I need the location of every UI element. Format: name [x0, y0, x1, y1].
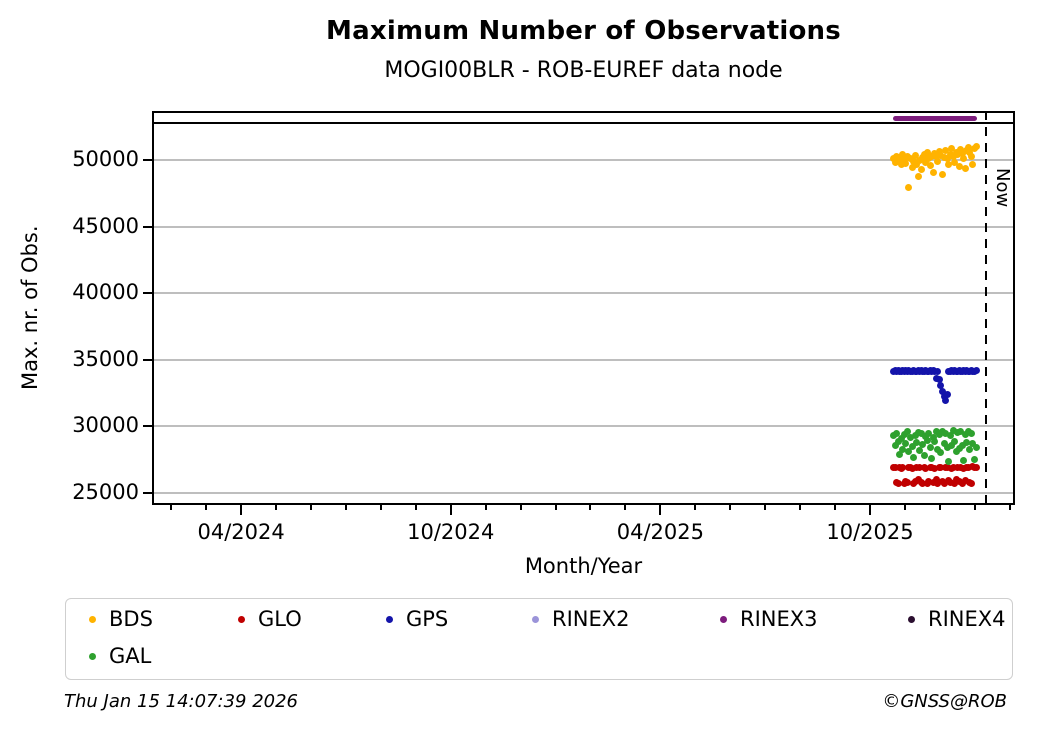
- y-tick-label: 30000: [72, 413, 139, 438]
- chart-subtitle: MOGI00BLR - ROB-EUREF data node: [384, 58, 783, 83]
- x-tick-label: 10/2024: [407, 520, 495, 544]
- y-axis-label: Max. nr. of Obs.: [18, 225, 42, 391]
- y-tick-label: 25000: [72, 480, 139, 504]
- legend-marker-icon: [89, 615, 96, 623]
- legend-marker-icon: [720, 615, 727, 623]
- x-tick-major: [659, 505, 662, 515]
- x-tick-label: 04/2025: [616, 520, 704, 544]
- x-tick-minor: [1008, 505, 1011, 510]
- x-tick-minor: [519, 505, 522, 510]
- legend-marker-icon: [238, 615, 245, 623]
- x-tick-minor: [589, 505, 592, 510]
- legend-label: BDS: [109, 607, 153, 631]
- legend-label: GAL: [109, 644, 152, 668]
- y-tick-mark: [143, 159, 152, 162]
- x-tick-major: [240, 505, 243, 515]
- legend-item-bds: BDS: [89, 607, 153, 631]
- x-tick-minor: [554, 505, 557, 510]
- now-reference-line: [985, 111, 987, 505]
- copyright-credit: ©GNSS@ROB: [882, 691, 1007, 712]
- x-tick-minor: [484, 505, 487, 510]
- x-tick-label: 10/2025: [826, 520, 914, 544]
- x-tick-minor: [414, 505, 417, 510]
- legend-marker-icon: [386, 615, 393, 623]
- x-tick-label: 04/2024: [197, 520, 285, 544]
- legend-label: RINEX4: [928, 607, 1006, 631]
- x-tick-minor: [834, 505, 837, 510]
- legend-label: RINEX2: [552, 607, 630, 631]
- y-tick-mark: [143, 292, 152, 295]
- y-tick-mark: [143, 225, 152, 228]
- plot-timestamp: Thu Jan 15 14:07:39 2026: [64, 691, 298, 712]
- legend-item-gal: GAL: [89, 644, 151, 668]
- y-tick-label: 40000: [72, 280, 139, 305]
- x-tick-minor: [764, 505, 767, 510]
- legend-item-rinex3: RINEX3: [720, 607, 818, 631]
- x-tick-minor: [938, 505, 941, 510]
- legend-item-rinex4: RINEX4: [908, 607, 1006, 631]
- y-tick-label: 50000: [72, 147, 139, 172]
- legend-marker-icon: [89, 652, 96, 660]
- plot-area: [152, 111, 1015, 505]
- x-tick-minor: [624, 505, 627, 510]
- legend-box: BDS GLO GPS RINEX2 RINEX3 RINEX4 GAL: [65, 598, 1013, 680]
- x-tick-minor: [799, 505, 802, 510]
- legend-marker-icon: [532, 615, 539, 623]
- legend-item-rinex2: RINEX2: [532, 607, 630, 631]
- x-tick-minor: [903, 505, 906, 510]
- legend-label: GPS: [406, 607, 449, 631]
- x-tick-minor: [205, 505, 208, 510]
- x-tick-minor: [309, 505, 312, 510]
- y-tick-label: 35000: [72, 346, 139, 371]
- now-label: Now: [992, 168, 1013, 208]
- x-tick-minor: [170, 505, 173, 510]
- x-tick-minor: [729, 505, 732, 510]
- y-tick-mark: [143, 358, 152, 361]
- x-tick-minor: [694, 505, 697, 510]
- legend-item-gps: GPS: [386, 607, 448, 631]
- x-tick-minor: [275, 505, 278, 510]
- y-tick-mark: [143, 492, 152, 494]
- x-tick-minor: [344, 505, 347, 510]
- x-tick-minor: [379, 505, 382, 510]
- x-tick-minor: [973, 505, 976, 510]
- legend-item-glo: GLO: [238, 607, 302, 631]
- legend-label: RINEX3: [740, 607, 818, 631]
- y-tick-mark: [143, 425, 152, 428]
- x-axis-label: Month/Year: [524, 554, 643, 578]
- legend-marker-icon: [908, 615, 915, 623]
- legend-label: GLO: [258, 607, 302, 631]
- y-tick-label: 45000: [72, 213, 139, 238]
- chart-title: Maximum Number of Observations: [326, 16, 841, 46]
- x-tick-major: [449, 505, 452, 515]
- x-tick-major: [869, 505, 871, 515]
